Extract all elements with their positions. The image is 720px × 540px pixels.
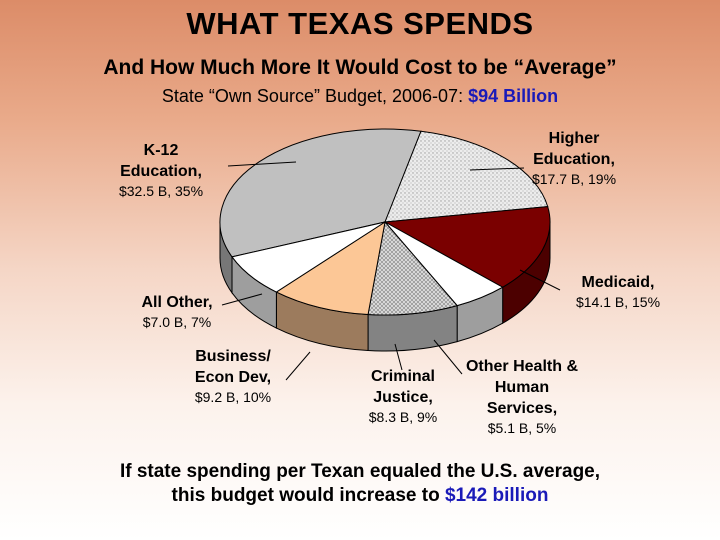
label-higher-ed: Higher Education, $17.7 B, 19% xyxy=(516,128,632,189)
footer-line-2: this budget would increase to $142 billi… xyxy=(0,484,720,508)
label-medicaid: Medicaid, $14.1 B, 15% xyxy=(560,272,676,312)
pie-slice-4 xyxy=(367,220,459,316)
leader-line-2 xyxy=(519,269,561,291)
label-all-other: All Other, $7.0 B, 7% xyxy=(124,292,230,332)
label-business-value: $9.2 B, 10% xyxy=(194,389,272,405)
label-medicaid-name: Medicaid, xyxy=(581,274,655,291)
label-other-hhs-value: $5.1 B, 5% xyxy=(487,420,557,436)
leader-line-3 xyxy=(221,293,263,306)
label-criminal-justice-value: $8.3 B, 9% xyxy=(368,409,438,425)
footer-note: If state spending per Texan equaled the … xyxy=(0,460,720,508)
leader-line-0 xyxy=(227,161,297,167)
pie-slice-1 xyxy=(384,130,549,223)
budget-line: State “Own Source” Budget, 2006-07: $94 … xyxy=(0,86,720,107)
label-criminal-justice: Criminal Justice, $8.3 B, 9% xyxy=(354,366,452,427)
pie-slice-6 xyxy=(231,221,386,293)
slide-title: WHAT TEXAS SPENDS xyxy=(186,6,534,41)
label-all-other-name: All Other, xyxy=(141,294,213,311)
label-other-hhs-name: Other Health & Human Services, xyxy=(465,358,578,417)
leader-line-5 xyxy=(394,343,403,371)
leader-line-1 xyxy=(469,167,525,171)
leader-lines xyxy=(221,161,561,381)
budget-prefix: State “Own Source” Budget, 2006-07: xyxy=(161,86,469,106)
label-other-hhs: Other Health & Human Services, $5.1 B, 5% xyxy=(452,356,592,438)
label-k12: K-12 Education, $32.5 B, 35% xyxy=(102,140,220,201)
label-higher-ed-value: $17.7 B, 19% xyxy=(531,171,617,187)
pie-tops xyxy=(219,128,551,316)
pie-slice-5 xyxy=(275,220,386,316)
pie-slice-2 xyxy=(383,206,551,288)
label-k12-name: K-12 Education, xyxy=(120,142,202,180)
label-business: Business/Econ Dev, $9.2 B, 10% xyxy=(180,346,286,407)
footer-line-2-text: this budget would increase to xyxy=(171,485,445,506)
label-higher-ed-name: Higher Education, xyxy=(533,130,615,168)
footer-amount: $142 billion xyxy=(444,485,549,506)
label-business-name: Business/Econ Dev, xyxy=(194,348,272,386)
label-medicaid-value: $14.1 B, 15% xyxy=(575,294,661,310)
leader-line-4 xyxy=(285,351,311,381)
leader-line-6 xyxy=(433,339,463,375)
footer-line-1: If state spending per Texan equaled the … xyxy=(119,461,601,482)
label-criminal-justice-name: Criminal Justice, xyxy=(370,368,435,406)
label-k12-value: $32.5 B, 35% xyxy=(118,183,204,199)
budget-amount: $94 Billion xyxy=(468,86,559,106)
label-all-other-value: $7.0 B, 7% xyxy=(142,314,212,330)
slide-subtitle: And How Much More It Would Cost to be “A… xyxy=(103,56,617,79)
